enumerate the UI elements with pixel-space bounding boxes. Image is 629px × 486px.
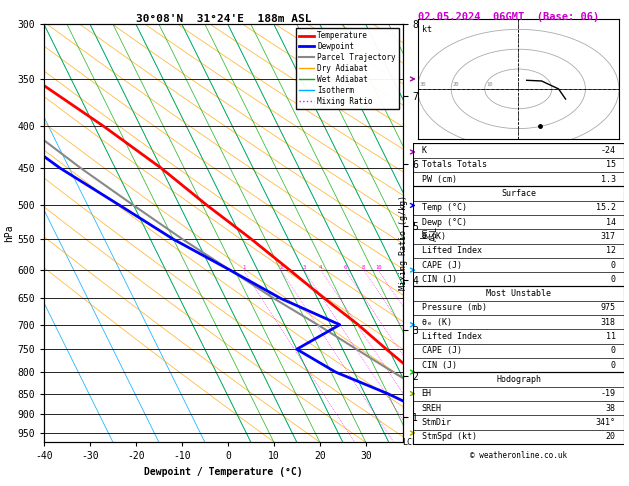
Text: Hodograph: Hodograph bbox=[496, 375, 541, 384]
Text: PW (cm): PW (cm) bbox=[421, 174, 457, 184]
Text: 2: 2 bbox=[279, 265, 282, 270]
Text: 0: 0 bbox=[611, 260, 616, 270]
Text: CIN (J): CIN (J) bbox=[421, 275, 457, 284]
Text: Most Unstable: Most Unstable bbox=[486, 289, 551, 298]
Text: 10: 10 bbox=[486, 82, 493, 87]
Text: 38: 38 bbox=[606, 404, 616, 413]
Text: 16: 16 bbox=[406, 265, 413, 270]
Text: 4: 4 bbox=[319, 265, 323, 270]
Text: SREH: SREH bbox=[421, 404, 442, 413]
Title: 30°08'N  31°24'E  188m ASL: 30°08'N 31°24'E 188m ASL bbox=[135, 14, 311, 23]
X-axis label: Dewpoint / Temperature (°C): Dewpoint / Temperature (°C) bbox=[144, 467, 303, 477]
Text: Dewp (°C): Dewp (°C) bbox=[421, 218, 467, 226]
Text: 1: 1 bbox=[242, 265, 245, 270]
Text: CIN (J): CIN (J) bbox=[421, 361, 457, 370]
Text: 11: 11 bbox=[606, 332, 616, 341]
Text: 6: 6 bbox=[344, 265, 347, 270]
Text: StmDir: StmDir bbox=[421, 418, 452, 427]
Text: CAPE (J): CAPE (J) bbox=[421, 347, 462, 355]
Text: 1.3: 1.3 bbox=[601, 174, 616, 184]
Text: StmSpd (kt): StmSpd (kt) bbox=[421, 432, 477, 441]
Text: Lifted Index: Lifted Index bbox=[421, 332, 482, 341]
Text: Pressure (mb): Pressure (mb) bbox=[421, 303, 487, 312]
Text: Totals Totals: Totals Totals bbox=[421, 160, 487, 169]
Text: 14: 14 bbox=[606, 218, 616, 226]
Text: -24: -24 bbox=[601, 146, 616, 155]
Text: 341°: 341° bbox=[596, 418, 616, 427]
Text: 12: 12 bbox=[606, 246, 616, 255]
Text: 0: 0 bbox=[611, 347, 616, 355]
Text: Surface: Surface bbox=[501, 189, 536, 198]
Text: Lifted Index: Lifted Index bbox=[421, 246, 482, 255]
Text: -19: -19 bbox=[601, 389, 616, 399]
Text: θₑ(K): θₑ(K) bbox=[421, 232, 447, 241]
Text: θₑ (K): θₑ (K) bbox=[421, 318, 452, 327]
Text: K: K bbox=[421, 146, 426, 155]
Text: Temp (°C): Temp (°C) bbox=[421, 203, 467, 212]
Text: 10: 10 bbox=[375, 265, 381, 270]
Y-axis label: hPa: hPa bbox=[4, 225, 14, 242]
Text: 30: 30 bbox=[420, 82, 426, 87]
Text: kt: kt bbox=[421, 25, 431, 35]
Text: 0: 0 bbox=[611, 361, 616, 370]
Text: 0: 0 bbox=[611, 275, 616, 284]
Text: 317: 317 bbox=[601, 232, 616, 241]
Legend: Temperature, Dewpoint, Parcel Trajectory, Dry Adiabat, Wet Adiabat, Isotherm, Mi: Temperature, Dewpoint, Parcel Trajectory… bbox=[296, 28, 399, 109]
Text: © weatheronline.co.uk: © weatheronline.co.uk bbox=[470, 451, 567, 460]
Text: 02.05.2024  06GMT  (Base: 06): 02.05.2024 06GMT (Base: 06) bbox=[418, 12, 599, 22]
Text: LCL: LCL bbox=[403, 438, 418, 447]
Text: CAPE (J): CAPE (J) bbox=[421, 260, 462, 270]
Y-axis label: km
ASL: km ASL bbox=[420, 226, 439, 241]
Text: EH: EH bbox=[421, 389, 431, 399]
Text: 20: 20 bbox=[606, 432, 616, 441]
Text: 15: 15 bbox=[606, 160, 616, 169]
Text: 15.2: 15.2 bbox=[596, 203, 616, 212]
Text: Mixing Ratio (g/kg): Mixing Ratio (g/kg) bbox=[399, 195, 408, 291]
Text: 20: 20 bbox=[453, 82, 459, 87]
Text: 318: 318 bbox=[601, 318, 616, 327]
Text: 8: 8 bbox=[362, 265, 365, 270]
Text: 3: 3 bbox=[302, 265, 306, 270]
Text: 975: 975 bbox=[601, 303, 616, 312]
